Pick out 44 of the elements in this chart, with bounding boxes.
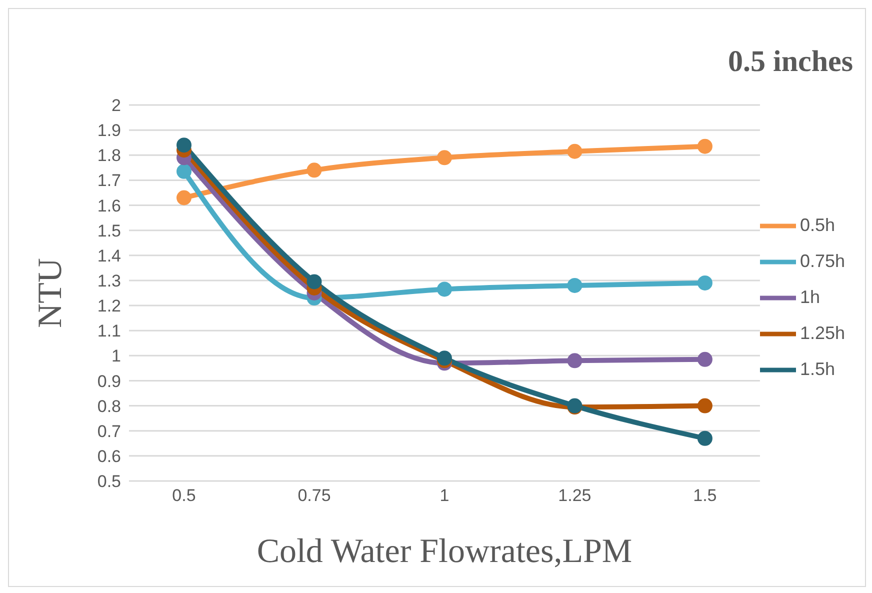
x-axis-title: Cold Water Flowrates,LPM [256,533,632,570]
y-tick-label: 1.1 [97,322,121,341]
point [306,162,322,178]
point [697,398,712,414]
legend-label: 1h [800,286,820,306]
x-tick-label: 1.5 [693,486,717,506]
y-tick-label: 1.9 [97,121,121,140]
y-tick-label: 1.3 [97,272,121,290]
point [176,164,192,179]
point [697,430,712,446]
y-tick-label: 0.7 [97,422,121,441]
y-tick-label: 1.4 [97,246,121,266]
x-tick-label: 1.25 [558,486,592,506]
y-tick-label: 1.2 [97,296,121,316]
y-tick-label: 1.7 [97,171,121,190]
y-tick-label: 2 [112,96,121,116]
legend-label: 1.5h [800,358,835,378]
y-tick-label: 1.5 [97,221,121,240]
y-axis-title: NTU [32,258,70,328]
y-tick-label: 1 [112,346,121,366]
x-tick-label: 0.75 [298,486,331,506]
point [567,353,582,368]
chart-title: 0.5 inches [728,45,853,79]
legend-label: 1.25h [800,322,845,342]
point [697,138,712,154]
point [697,352,712,367]
y-tick-label: 0.8 [97,396,121,416]
point [567,144,582,159]
point [176,138,192,153]
point [436,150,452,166]
y-tick-label: 0.5 [97,472,121,492]
point [436,282,452,297]
point [306,274,322,290]
x-tick-label: 0.5 [172,486,196,506]
y-tick-label: 0.9 [97,372,121,391]
legend-label: 0.5h [800,214,835,234]
y-tick-label: 0.6 [97,446,121,466]
x-tick-label: 1 [440,486,450,506]
legend-label: 0.75h [800,250,845,270]
point [567,278,582,293]
point [697,275,712,290]
y-tick-label: 1.6 [97,196,121,216]
point [176,190,192,206]
y-tick-label: 1.8 [97,146,121,166]
